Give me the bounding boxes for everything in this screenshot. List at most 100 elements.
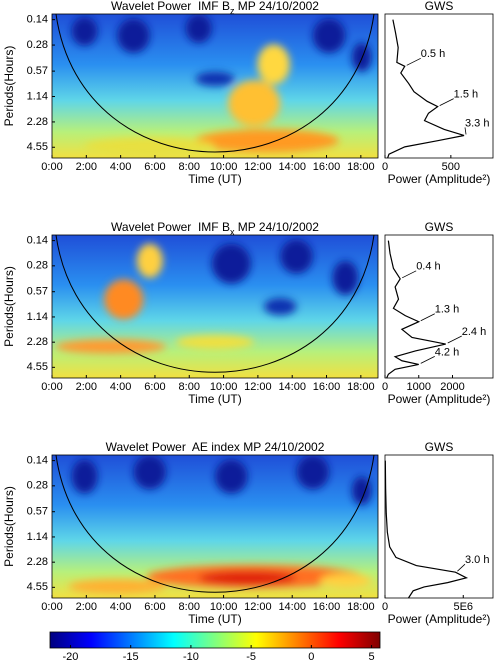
x-axis-label: Time (UT): [188, 612, 242, 626]
power-region: [319, 573, 372, 588]
x-tick-label: 8:00: [179, 601, 200, 613]
y-tick-label: 2.28: [27, 336, 48, 348]
power-region: [84, 137, 215, 156]
cone-of-influence: [55, 14, 375, 153]
heatmap-blobs: [55, 239, 359, 354]
gws-line: [386, 240, 446, 379]
cone-of-influence: [55, 235, 375, 373]
x-tick-label: 12:00: [244, 381, 272, 393]
title-subscript: x: [230, 227, 235, 237]
annotation-arrow: [402, 270, 417, 279]
y-tick-label: 4.55: [27, 141, 48, 153]
power-region: [198, 570, 297, 586]
y-tick-label: 0.28: [27, 480, 48, 492]
x-axis-label: Power (Amplitude²): [388, 392, 491, 406]
x-tick-label: 10:00: [210, 381, 238, 393]
colorbar-tick-label: 5: [369, 651, 375, 662]
x-axis-label: Time (UT): [188, 392, 242, 406]
power-region: [211, 243, 251, 284]
y-tick-label: 0.28: [27, 260, 48, 272]
colorbar-tick-label: -10: [183, 651, 199, 662]
chart-title: Wavelet Power IMF Bx MP 24/10/2002: [111, 220, 319, 237]
annotation-arrow: [420, 313, 435, 322]
x-tick-label: 16:00: [313, 161, 341, 173]
x-tick-label: 14:00: [278, 161, 306, 173]
title-text: MP 24/10/2002: [234, 220, 319, 234]
x-tick-label: 5E6: [453, 601, 473, 613]
x-tick-label: 8:00: [179, 161, 200, 173]
x-tick-label: 16:00: [313, 381, 341, 393]
power-region: [104, 279, 144, 320]
y-axis-label: Periods(Hours): [2, 486, 16, 567]
x-tick-label: 1000: [407, 381, 431, 393]
colorbar: [49, 631, 381, 649]
power-region: [351, 476, 372, 506]
annotation: 0.5 h: [421, 48, 445, 60]
y-tick-label: 0.28: [27, 39, 48, 51]
heatmap-blobs: [71, 14, 372, 156]
annotation-arrow: [457, 563, 466, 572]
power-region: [175, 335, 255, 350]
annotation-arrow: [406, 57, 421, 66]
power-region: [185, 14, 212, 43]
x-tick-label: 2:00: [76, 601, 97, 613]
power-region: [296, 455, 330, 490]
power-region: [71, 16, 98, 46]
x-axis-label: Power (Amplitude²): [388, 612, 491, 626]
annotation-arrow: [439, 98, 454, 106]
chart-title: GWS: [425, 0, 454, 13]
colorbar-tick-label: 0: [308, 651, 314, 662]
power-region: [257, 44, 290, 85]
annotation-arrow: [464, 127, 467, 135]
x-tick-label: 2:00: [76, 381, 97, 393]
colorbar-tick-label: -5: [246, 651, 256, 662]
power-region: [332, 260, 359, 296]
x-tick-label: 18:00: [347, 161, 375, 173]
cone-of-influence: [55, 455, 375, 593]
power-region: [312, 18, 346, 53]
y-tick-label: 0.14: [27, 235, 48, 247]
annotation: 0.4 h: [416, 261, 440, 273]
x-tick-label: 4:00: [110, 161, 131, 173]
chart-title: GWS: [425, 220, 454, 234]
colorbar-tick-label: -20: [63, 651, 79, 662]
power-region: [136, 243, 163, 278]
power-region: [117, 18, 150, 53]
power-region: [228, 80, 281, 127]
x-tick-label: 2000: [440, 381, 464, 393]
y-tick-label: 4.55: [27, 361, 48, 373]
power-region: [195, 71, 235, 87]
title-text: Wavelet Power IMF B: [111, 220, 230, 234]
power-region: [215, 459, 248, 494]
y-tick-label: 0.57: [27, 65, 48, 77]
x-tick-label: 8:00: [179, 381, 200, 393]
power-region: [351, 42, 372, 72]
x-tick-label: 18:00: [347, 381, 375, 393]
x-tick-label: 6:00: [144, 601, 165, 613]
y-tick-label: 0.57: [27, 286, 48, 298]
y-axis-label: Periods(Hours): [2, 266, 16, 347]
annotation: 2.4 h: [462, 326, 486, 338]
plot-frame: [51, 234, 379, 379]
y-tick-label: 0.14: [27, 455, 48, 467]
title-subscript: z: [230, 6, 235, 16]
x-tick-label: 0:00: [41, 161, 62, 173]
y-axis-label: Periods(Hours): [2, 46, 16, 127]
x-tick-label: 0:00: [41, 601, 62, 613]
x-tick-label: 14:00: [278, 601, 306, 613]
x-tick-label: 18:00: [347, 601, 375, 613]
y-tick-label: 0.14: [27, 14, 48, 26]
title-text: Wavelet Power IMF B: [111, 0, 230, 13]
power-region: [263, 297, 297, 316]
plot-frame: [384, 454, 494, 599]
chart-title: Wavelet Power AE index MP 24/10/2002: [106, 440, 325, 454]
heatmap: [52, 235, 378, 378]
y-tick-label: 2.28: [27, 556, 48, 568]
y-tick-label: 1.14: [27, 90, 48, 102]
y-tick-label: 4.55: [27, 581, 48, 593]
x-axis-label: Time (UT): [188, 172, 242, 186]
annotation: 4.2 h: [435, 346, 459, 358]
plot-frame: [384, 13, 494, 159]
heatmap: [52, 455, 378, 598]
